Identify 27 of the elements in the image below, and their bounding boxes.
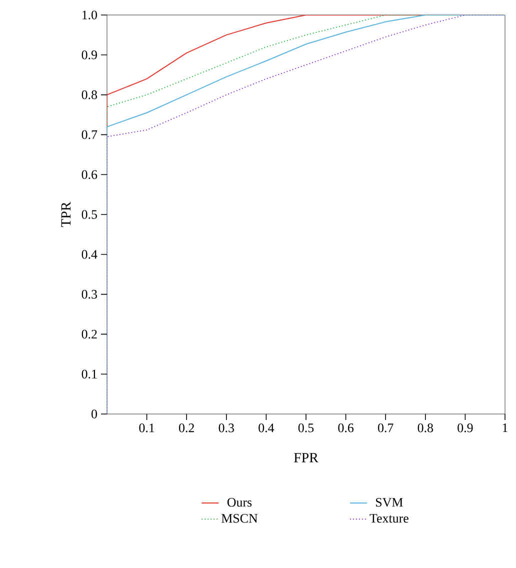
legend-label: SVM — [376, 498, 403, 507]
x-tick-label: 0.3 — [218, 424, 234, 432]
y-tick-label: 0.3 — [82, 290, 97, 299]
legend-label: Texture — [370, 514, 408, 523]
x-axis-title: FPR — [294, 453, 318, 462]
y-tick-label: 0.6 — [82, 170, 98, 179]
y-tick-label: 0.1 — [82, 370, 97, 379]
legend-label: MSCN — [222, 514, 258, 523]
x-tick-label: 0.7 — [378, 424, 394, 432]
x-tick-label: 0.9 — [458, 424, 473, 432]
y-tick-label: 0.5 — [82, 210, 97, 219]
x-tick-label: 0.2 — [179, 424, 194, 432]
y-axis-title: TPR — [61, 202, 70, 228]
x-tick-label: 0.1 — [139, 424, 154, 432]
y-tick-label: 0.9 — [82, 50, 97, 60]
y-tick-label: 0.2 — [82, 330, 97, 339]
x-tick-label: 0.6 — [338, 424, 354, 432]
y-tick-label: 0 — [92, 410, 98, 418]
y-tick-label: 0.4 — [82, 250, 98, 259]
x-tick-label: 0.4 — [258, 424, 274, 432]
x-tick-label: 1 — [502, 424, 508, 432]
y-tick-label: 0.7 — [82, 130, 98, 140]
y-tick-label: 1.0 — [82, 10, 98, 20]
x-tick-label: 0.8 — [418, 424, 434, 432]
x-tick-label: 0.5 — [298, 424, 314, 432]
legend-label: Ours — [227, 498, 252, 507]
y-tick-label: 0.8 — [82, 90, 98, 100]
